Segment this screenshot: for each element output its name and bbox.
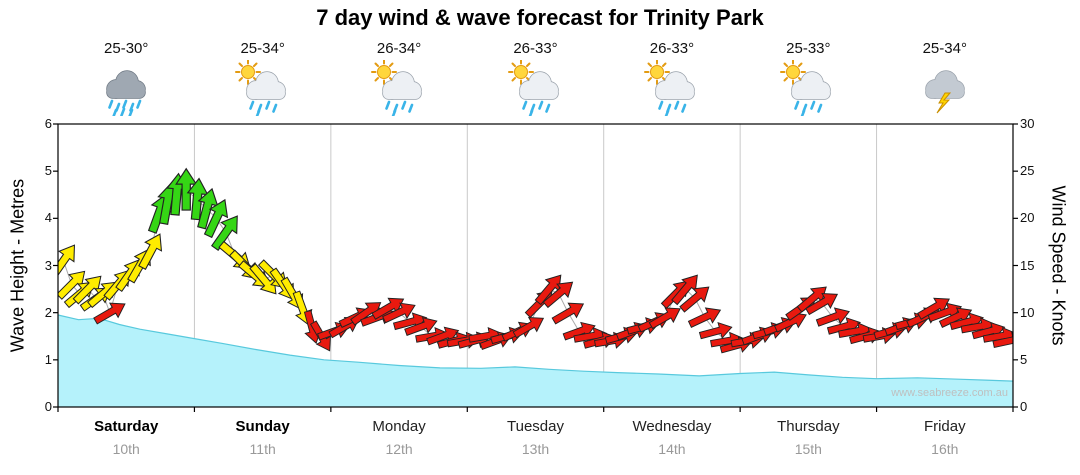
y-axis-label-wind-speed: Wind Speed - Knots — [1048, 185, 1069, 346]
wind-arrows-layer — [58, 167, 1013, 354]
wind-arrow — [404, 317, 438, 336]
wind-arrow — [249, 263, 277, 295]
page-title: 7 day wind & wave forecast for Trinity P… — [316, 5, 764, 30]
wind-arrow — [197, 187, 219, 230]
wind-arrow — [687, 307, 722, 328]
wind-arrow — [203, 198, 229, 239]
wind-arrow — [93, 302, 126, 325]
wind-arrow — [186, 177, 209, 221]
wind-arrow — [698, 321, 733, 340]
wind-arrow — [551, 302, 585, 325]
wind-arrow — [542, 281, 574, 309]
wind-arrow — [138, 233, 163, 271]
wind-arrow — [72, 275, 102, 305]
wind-arrow — [815, 307, 850, 327]
wind-arrow — [805, 292, 839, 316]
y-axis-label-wave-height: Wave Height - Metres — [7, 178, 28, 353]
wave-height-area — [58, 315, 1013, 407]
wind-arrow — [371, 297, 405, 320]
wind-arrow — [917, 297, 950, 320]
wind-arrow — [382, 302, 416, 324]
wind-arrow — [175, 167, 198, 211]
wind-arrow — [58, 270, 86, 300]
wind-arrow — [679, 286, 710, 313]
watermark: www.seabreeze.com.au — [891, 387, 1008, 399]
wind-arrow — [512, 317, 545, 339]
wind-arrow — [648, 307, 681, 330]
wind-arrow — [671, 274, 698, 306]
